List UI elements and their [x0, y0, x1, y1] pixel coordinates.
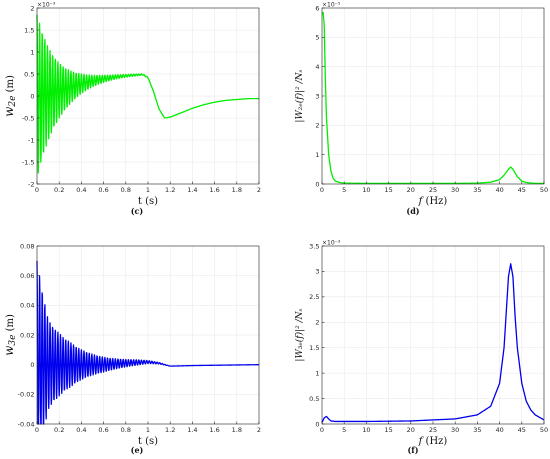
y-tick-label: 3	[315, 268, 319, 276]
series-line-f	[321, 263, 545, 423]
y-tick-label: 2.5	[309, 293, 319, 301]
x-tick-label: 45	[518, 186, 526, 194]
y-tick-label: 0.06	[20, 272, 34, 280]
y-tick-label: 4	[315, 63, 319, 71]
x-tick-label: 15	[384, 186, 392, 194]
x-tick-label: 0.8	[121, 426, 131, 434]
x-axis-label: t (s)	[138, 196, 158, 207]
y-tick-label: 3.5	[309, 242, 319, 250]
x-tick-label: 1.6	[209, 426, 219, 434]
y-exponent: ×10⁻⁵	[322, 2, 341, 9]
series-line-e	[36, 260, 260, 425]
x-tick-label: 2	[257, 186, 261, 194]
x-tick-label: 1.6	[209, 186, 219, 194]
y-exponent: ×10⁻³	[322, 240, 341, 247]
y-axis-label: |W₃ₑ(f)|² /Nₛ	[294, 308, 305, 361]
x-tick-label: 0	[35, 426, 39, 434]
y-tick-label: 1.5	[24, 26, 34, 34]
x-tick-label: 1	[146, 186, 150, 194]
x-axis-label: f (Hz)	[418, 196, 448, 207]
y-axis-label: w3e (m)	[2, 314, 18, 356]
chart-panel-e: (e) 0 0.2 0.4 0.6 0.8 1 1.2 1.4 1.6 1.8 2 -0.04 -0.0…	[2, 242, 261, 455]
series-line-c	[36, 14, 260, 174]
x-tick-label: 1.4	[187, 186, 197, 194]
x-tick-label: 40	[495, 426, 503, 434]
y-tick-label: 1	[30, 48, 34, 56]
y-tick-label: 0.02	[20, 331, 34, 339]
y-tick-label: -1	[28, 136, 34, 144]
chart-panel-f: (f) 0 5 10 15 20 25 30 35 40 45 50 0 0.5 1 1.5 2 2.5 3 3.5…	[294, 240, 548, 456]
x-tick-label: 0.4	[76, 426, 86, 434]
x-tick-label: 35	[473, 426, 481, 434]
y-tick-label: 0	[315, 180, 319, 188]
x-tick-label: 0	[320, 426, 324, 434]
chart-panel-c: (c) 0 0.2 0.4 0.6 0.8 1 1.2 1.4 1.6 1.8 2 -2 -1.5 -1 -…	[2, 2, 261, 217]
x-tick-label: 40	[495, 186, 503, 194]
x-tick-label: 0	[35, 186, 39, 194]
y-tick-label: 6	[315, 4, 319, 12]
y-tick-label: 1	[315, 151, 319, 159]
x-tick-label: 30	[451, 426, 459, 434]
x-tick-label: 0.4	[76, 186, 86, 194]
x-tick-label: 30	[451, 186, 459, 194]
panel-label-d: (d)	[406, 206, 419, 216]
x-tick-label: 50	[540, 426, 548, 434]
x-tick-label: 10	[362, 186, 370, 194]
x-tick-label: 1.2	[165, 426, 175, 434]
y-tick-label: 3	[315, 92, 319, 100]
y-tick-label: -1.5	[22, 158, 35, 166]
x-tick-label: 10	[362, 426, 370, 434]
x-tick-label: 0.2	[54, 186, 64, 194]
x-tick-label: 0.8	[121, 186, 131, 194]
x-tick-label: 5	[342, 426, 346, 434]
y-tick-label: 1.5	[309, 344, 319, 352]
y-tick-label: 5	[315, 34, 319, 42]
x-tick-label: 20	[407, 426, 415, 434]
y-tick-label: 0.5	[24, 70, 34, 78]
panel-label-f: (f)	[407, 445, 418, 455]
x-tick-label: 35	[473, 186, 481, 194]
y-tick-label: 0.5	[309, 395, 319, 403]
x-tick-label: 0.2	[54, 426, 64, 434]
y-tick-label: 0	[30, 361, 34, 369]
x-axis-label: f (Hz)	[418, 436, 448, 447]
x-tick-label: 45	[518, 426, 526, 434]
x-tick-label: 5	[342, 186, 346, 194]
x-tick-label: 2	[257, 426, 261, 434]
y-tick-label: 2	[30, 4, 34, 12]
x-tick-label: 25	[429, 186, 437, 194]
panel-label-e: (e)	[131, 445, 144, 455]
x-tick-label: 1.8	[232, 186, 242, 194]
y-exponent: ×10⁻³	[37, 2, 56, 9]
y-tick-label: 0.04	[20, 302, 34, 310]
x-tick-label: 25	[429, 426, 437, 434]
y-tick-label: 2	[315, 319, 319, 327]
y-tick-label: -0.5	[22, 114, 35, 122]
x-tick-label: 50	[540, 186, 548, 194]
x-tick-label: 0	[320, 186, 324, 194]
x-tick-label: 1.4	[187, 426, 197, 434]
y-tick-label: -2	[28, 180, 34, 188]
y-tick-label: 2	[315, 122, 319, 130]
y-tick-label: 0	[30, 92, 34, 100]
x-tick-label: 15	[384, 426, 392, 434]
x-tick-label: 20	[407, 186, 415, 194]
panel-label-c: (c)	[131, 206, 144, 216]
y-tick-label: 0	[315, 420, 319, 428]
x-tick-label: 1.8	[232, 426, 242, 434]
x-tick-label: 0.6	[98, 426, 108, 434]
y-tick-label: 1	[315, 369, 319, 377]
x-tick-label: 0.6	[98, 186, 108, 194]
x-tick-label: 1.2	[165, 186, 175, 194]
x-axis-label: t (s)	[138, 436, 158, 447]
y-tick-label: -0.04	[18, 420, 35, 428]
x-tick-label: 1	[146, 426, 150, 434]
y-tick-label: 0.08	[20, 242, 34, 250]
y-tick-label: -0.02	[18, 391, 35, 399]
y-axis-label: |W₂ₑ(f)|² /Nₛ	[294, 69, 305, 122]
y-axis-label: w2e (m)	[2, 75, 18, 117]
